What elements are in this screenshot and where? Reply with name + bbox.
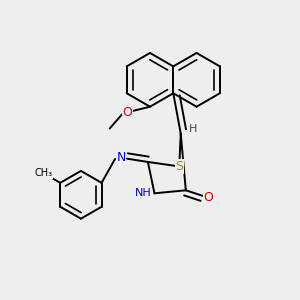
Text: CH₃: CH₃ [34,168,52,178]
Text: N: N [116,151,126,164]
Text: O: O [123,106,133,118]
Text: S: S [175,160,183,173]
Text: O: O [203,191,213,204]
Text: H: H [189,124,197,134]
Text: NH: NH [135,188,152,198]
